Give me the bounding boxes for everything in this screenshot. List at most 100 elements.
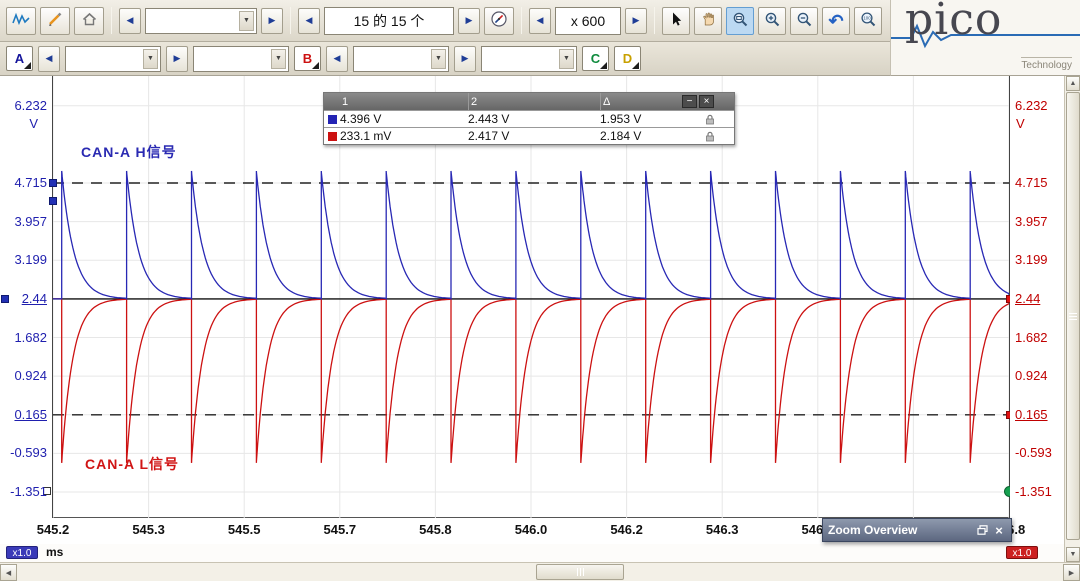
y-axis-unit: V	[1016, 116, 1025, 131]
x-axis-tick: 545.7	[323, 522, 357, 537]
vertical-scroll-thumb[interactable]	[1066, 92, 1080, 540]
buffer-overview-button[interactable]	[484, 6, 514, 35]
scroll-up-icon[interactable]: ▲	[1066, 76, 1080, 91]
scroll-left-icon[interactable]: ◀	[0, 564, 17, 581]
restore-window-icon[interactable]	[977, 525, 988, 535]
x-scale-badge[interactable]: x1.0	[6, 546, 38, 559]
can-high-label: CAN-A H信号	[81, 144, 177, 160]
home-icon	[81, 11, 98, 30]
hand-icon	[700, 11, 716, 30]
zoom-level-indicator[interactable]: x 600	[555, 6, 621, 35]
ruler-row-channel-a: 4.396 V 2.443 V 1.953 V	[324, 110, 734, 127]
left-voltage-axis[interactable]: V 6.232 4.715 3.957 3.199 2.44 1.682 0.924 0.16…	[0, 76, 52, 518]
channel-b-range-select[interactable]: ▼	[353, 45, 449, 72]
ruler-handle-blue[interactable]	[49, 179, 57, 187]
y-axis-tick: -1.351	[10, 484, 47, 499]
axis-corner-handle[interactable]	[43, 487, 51, 495]
zoom-overview-titlebar[interactable]: Zoom Overview ×	[823, 519, 1011, 541]
y-axis-tick: 1.682	[14, 329, 47, 345]
scroll-right-icon[interactable]: ▶	[1063, 564, 1080, 581]
x-axis-tick: 546.3	[705, 522, 739, 537]
channel-b-range-down-button[interactable]: ◀	[326, 45, 348, 72]
undo-arrow-icon: ↶	[828, 10, 844, 31]
buffer-indicator[interactable]: 15 的 15 个	[324, 6, 454, 35]
x-axis-tick: 545.3	[132, 522, 165, 537]
channel-a-range-up-button[interactable]: ▶	[166, 45, 188, 72]
prev-view-button[interactable]: ◀	[119, 7, 141, 34]
time-unit-label: ms	[46, 545, 64, 559]
ruler-panel-header[interactable]: 1 2 Δ − ×	[324, 93, 734, 110]
zoom-out-icon	[796, 11, 813, 31]
channel-a-coupling-select[interactable]: ▼	[193, 45, 289, 72]
ruler-measurements-panel[interactable]: 1 2 Δ − × 4.396 V 2.443 V 1.953 V	[323, 92, 735, 145]
prev-buffer-button[interactable]: ◀	[298, 7, 320, 34]
y-axis-tick: 6.232	[1015, 97, 1048, 113]
next-buffer-button[interactable]: ▶	[458, 7, 480, 34]
channel-a-range-select[interactable]: ▼	[65, 45, 161, 72]
y-axis-tick: 0.924	[1015, 368, 1048, 384]
y-axis-tick: 0.924	[14, 368, 47, 384]
channel-b-range-up-button[interactable]: ▶	[454, 45, 476, 72]
x-axis-tick: 546.0	[514, 522, 548, 537]
ruler-value: 233.1 mV	[340, 129, 392, 143]
channel-a-button[interactable]: A	[6, 46, 33, 71]
zoom-full-button[interactable]: 100	[854, 6, 882, 35]
lock-icon[interactable]	[698, 114, 718, 125]
zoom-100-icon: 100	[860, 11, 877, 31]
ruler-value: 2.417 V	[468, 129, 510, 143]
select-tool-button[interactable]	[662, 6, 690, 35]
vertical-scrollbar[interactable]: ▲ ▼	[1064, 76, 1080, 562]
channel-c-button[interactable]: C	[582, 46, 609, 71]
right-scale-badge[interactable]: x1.0	[1006, 546, 1038, 559]
view-select[interactable]: ▼	[145, 7, 257, 34]
channel-a-range-down-button[interactable]: ◀	[38, 45, 60, 72]
waveform-icon	[12, 12, 30, 29]
toolbar-separator	[111, 7, 112, 34]
channel-d-button[interactable]: D	[614, 46, 641, 71]
chevron-down-icon: ▼	[143, 48, 158, 69]
zoom-decrease-button[interactable]: ◀	[529, 7, 551, 34]
pan-tool-button[interactable]	[694, 6, 722, 35]
close-icon[interactable]: ×	[699, 95, 714, 108]
undo-zoom-button[interactable]: ↶	[822, 6, 850, 35]
right-voltage-axis[interactable]: V 6.232 4.715 3.957 3.199 2.44 1.682 0.924 0.16…	[1010, 76, 1064, 518]
lock-icon[interactable]	[698, 131, 718, 142]
close-icon[interactable]: ×	[995, 522, 1003, 538]
axis-scale-row: x1.0 ms x1.0	[0, 544, 1064, 562]
cursor-arrow-icon	[668, 11, 684, 30]
zoom-in-tool-button[interactable]	[758, 6, 786, 35]
chevron-down-icon: ▼	[239, 10, 254, 31]
minimize-button[interactable]: −	[682, 95, 697, 108]
zoom-out-tool-button[interactable]	[790, 6, 818, 35]
probe-pen-button[interactable]	[40, 6, 70, 35]
y-axis-tick: 3.199	[14, 252, 47, 268]
horizontal-scroll-thumb[interactable]	[536, 564, 624, 580]
ruler-handle-blue[interactable]	[49, 197, 57, 205]
y-axis-tick: 3.957	[14, 213, 47, 229]
logo-wave-icon	[891, 20, 1080, 55]
horizontal-scrollbar[interactable]: ◀ ▶	[0, 562, 1080, 581]
channel-d-label: D	[622, 51, 633, 66]
zoom-increase-button[interactable]: ▶	[625, 7, 647, 34]
zoom-in-icon	[764, 11, 781, 31]
ruler-value: 4.396 V	[340, 112, 382, 126]
channel-a-swatch	[327, 114, 337, 124]
zoom-overview-window[interactable]: Zoom Overview ×	[822, 518, 1012, 542]
scope-view-button[interactable]	[6, 6, 36, 35]
window-zoom-tool-button[interactable]	[726, 6, 754, 35]
channel-b-coupling-select[interactable]: ▼	[481, 45, 577, 72]
y-axis-unit: V	[29, 116, 38, 131]
scroll-down-icon[interactable]: ▼	[1066, 547, 1080, 562]
home-button[interactable]	[74, 6, 104, 35]
ruler-column-delta: Δ	[600, 93, 682, 110]
toolbar-separator	[521, 7, 522, 34]
channel-a-zero-marker[interactable]	[1, 295, 9, 303]
channel-b-swatch	[327, 131, 337, 141]
next-view-button[interactable]: ▶	[261, 7, 283, 34]
y-axis-tick: -0.593	[1015, 445, 1052, 461]
channel-menu-corner-icon	[24, 62, 31, 69]
ruler-row-channel-b: 233.1 mV 2.417 V 2.184 V	[324, 127, 734, 144]
channel-b-button[interactable]: B	[294, 46, 321, 71]
waveform-plot[interactable]: CAN-A H信号 CAN-A L信号 1 2 Δ − × 4.396 V	[49, 76, 1015, 518]
